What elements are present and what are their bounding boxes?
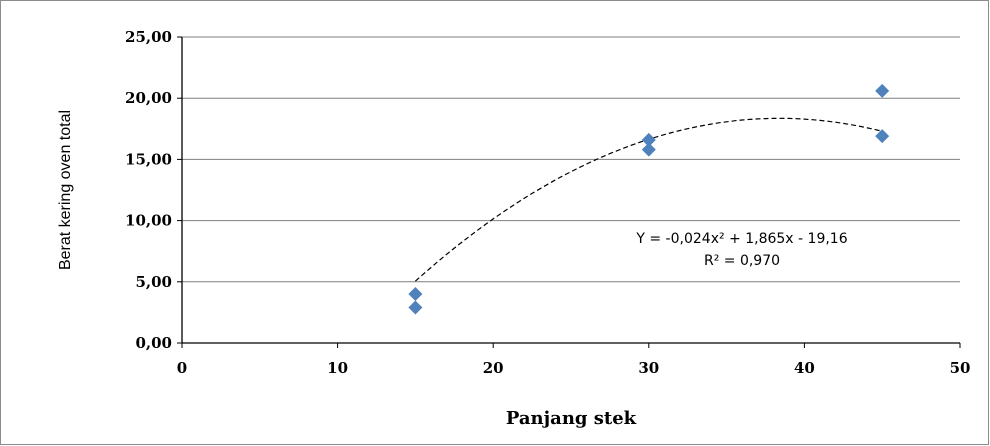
x-tick-label: 0 [177,359,187,377]
data-point [875,129,890,144]
x-tick-label: 30 [638,359,659,377]
y-tick-label: 20,00 [125,89,172,107]
r-squared-label: R² = 0,970 [704,253,780,269]
y-tick-label: 15,00 [125,150,172,168]
y-tick-label: 25,00 [125,28,172,46]
x-tick-label: 20 [483,359,504,377]
data-point [408,287,423,302]
data-point [875,83,890,98]
y-tick-labels: 0,00 5,00 10,00 15,00 20,00 25,00 [125,28,172,352]
y-tick-label: 0,00 [135,334,172,352]
x-tick-label: 50 [950,359,971,377]
x-tick-label: 10 [327,359,348,377]
data-points [408,83,890,315]
gridlines [177,36,961,348]
x-tick-labels: 0 10 20 30 40 50 [177,359,971,377]
y-tick-label: 10,00 [125,212,172,230]
data-point [641,132,656,147]
y-axis-title: Berat kering oven total [57,110,74,270]
data-point [641,142,656,157]
x-axis-title: Panjang stek [506,408,637,429]
x-tick-label: 40 [794,359,815,377]
trendline-equation: Y = -0,024x² + 1,865x - 19,16 [635,231,847,247]
y-tick-label: 5,00 [135,273,172,291]
data-point [408,300,423,315]
